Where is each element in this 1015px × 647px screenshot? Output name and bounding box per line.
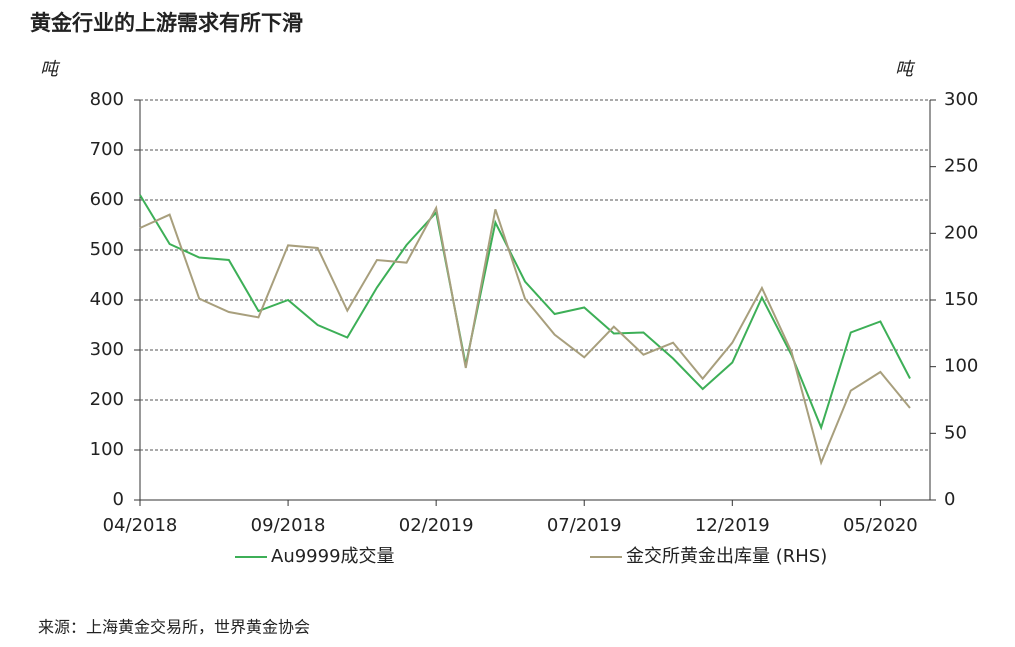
chart-title: 黄金行业的上游需求有所下滑 [30,11,303,35]
y2-unit: 吨 [895,59,916,80]
y2-tick-label: 100 [944,356,978,377]
legend-label: Au9999成交量 [271,546,395,567]
y2-tick-label: 200 [944,222,978,243]
y-tick-label: 100 [90,439,124,460]
series-line [139,205,911,466]
y-tick-label: 500 [90,239,124,260]
x-tick-label: 05/2020 [843,515,918,536]
x-tick-label: 04/2018 [103,515,178,536]
y2-tick-label: 150 [944,289,978,310]
y-tick-label: 800 [90,89,124,110]
y-tick-label: 600 [90,189,124,210]
y-tick-label: 0 [113,489,124,510]
x-tick-label: 12/2019 [695,515,770,536]
y-tick-label: 700 [90,139,124,160]
y2-tick-label: 250 [944,156,978,177]
x-tick-label: 09/2018 [251,515,326,536]
y2-tick-label: 50 [944,422,967,443]
y2-tick-label: 0 [944,489,955,510]
y-tick-label: 200 [90,389,124,410]
x-tick-label: 02/2019 [399,515,474,536]
y-unit: 吨 [40,59,61,80]
legend-label: 金交所黄金出库量 (RHS) [626,546,827,567]
y-tick-label: 400 [90,289,124,310]
source: 来源：上海黄金交易所，世界黄金协会 [38,618,310,637]
series-line [139,194,911,431]
x-tick-label: 07/2019 [547,515,622,536]
y-tick-label: 300 [90,339,124,360]
y2-tick-label: 300 [944,89,978,110]
